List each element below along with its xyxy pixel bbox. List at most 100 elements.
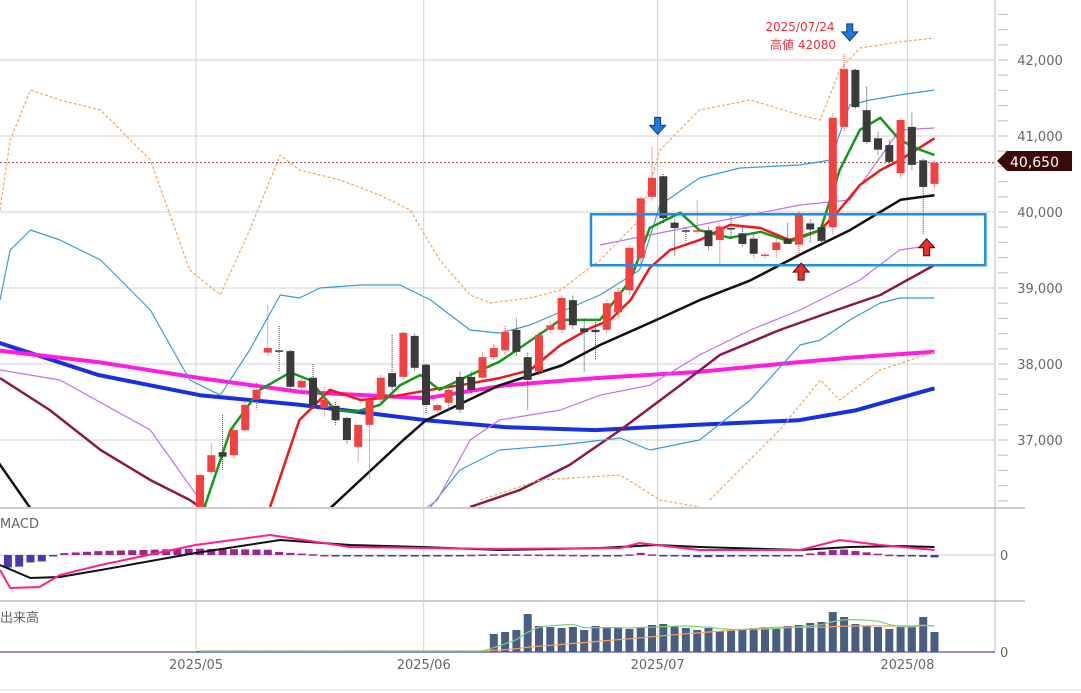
macd-histogram-bar: [930, 555, 939, 558]
macd-histogram-bar: [862, 552, 871, 555]
candle-up: [501, 332, 510, 351]
ma-green-line: [203, 116, 935, 507]
candle-up: [636, 198, 645, 259]
bollinger-upper-3-line: [0, 37, 935, 304]
macd-histogram-bar: [252, 549, 261, 555]
macd-histogram-bar: [37, 555, 46, 562]
volume-bar: [919, 617, 928, 652]
macd-histogram-bar: [580, 554, 589, 557]
macd-histogram-bar: [919, 555, 928, 557]
candle-down: [851, 69, 860, 108]
candle-down: [659, 176, 668, 219]
buy-arrow-icon: [917, 238, 936, 257]
macd-label: MACD: [0, 517, 39, 532]
macd-histogram-bar: [116, 550, 125, 555]
volume-bar: [840, 617, 849, 652]
candle-up: [828, 117, 837, 228]
candle-up: [229, 430, 238, 456]
candle-up: [648, 177, 656, 197]
month-label: 2025/07: [631, 658, 685, 673]
volume-bar: [783, 626, 792, 652]
macd-histogram-bar: [670, 555, 679, 557]
macd-histogram-bar: [489, 554, 498, 556]
price-tick-label: 41,000: [1017, 130, 1063, 145]
volume-bar: [580, 630, 589, 652]
candle-down: [727, 227, 736, 230]
macd-histogram-bar: [173, 549, 182, 555]
volume-bar: [591, 626, 600, 652]
volume-bar: [568, 627, 577, 652]
macd-histogram-bar: [704, 555, 713, 558]
macd-histogram-bar: [828, 549, 837, 555]
candle-down: [286, 351, 295, 387]
volume-bar: [681, 628, 690, 652]
macd-histogram-bar: [467, 554, 476, 557]
volume-bar: [874, 627, 882, 652]
volume-bar: [794, 625, 803, 652]
candle-down: [422, 364, 430, 406]
volume-bar: [851, 624, 860, 652]
volume-bar: [817, 622, 826, 652]
macd-histogram-bar: [625, 554, 634, 556]
macd-histogram-bar: [761, 555, 769, 557]
range-box: [589, 213, 987, 267]
price-tick-label: 37,000: [1017, 434, 1063, 449]
volume-bar: [761, 627, 769, 652]
ma-magenta-line: [0, 348, 935, 401]
volume-bar: [738, 629, 747, 652]
macd-histogram-bar: [546, 554, 555, 557]
macd-histogram-bar: [693, 555, 702, 558]
macd-histogram-bar: [907, 555, 916, 557]
macd-histogram-bar: [794, 555, 803, 557]
high-annotation: 2025/07/24 高値 42080: [765, 20, 836, 52]
candle-up: [444, 389, 453, 403]
candle-up: [557, 297, 566, 330]
candle-up: [433, 405, 442, 411]
macd-histogram-bar: [3, 555, 12, 568]
volume-bar: [727, 630, 736, 652]
candle-up: [761, 254, 769, 257]
volume-bar: [670, 626, 679, 652]
macd-histogram-bar: [275, 551, 284, 555]
macd-zero-label: 0: [1000, 549, 1008, 564]
candle-up: [207, 455, 216, 472]
volume-bar: [489, 634, 498, 652]
price-tick-label: 40,000: [1017, 206, 1063, 221]
candle-down: [817, 227, 826, 241]
volume-bar: [523, 614, 532, 652]
macd-histogram-bar: [15, 555, 24, 567]
candle-down: [275, 350, 284, 352]
candle-down: [749, 238, 758, 254]
buy-arrow-icon: [792, 262, 811, 281]
macd-histogram-bar: [105, 550, 114, 555]
candle-down: [885, 145, 894, 162]
volume-bar: [535, 626, 543, 652]
macd-histogram-bar: [399, 555, 408, 557]
candles: [196, 53, 939, 507]
candle-up: [478, 357, 487, 378]
volume-bar: [930, 632, 939, 652]
macd-histogram-bar: [591, 555, 600, 557]
volume-bar: [693, 630, 702, 652]
volume-bar: [512, 630, 521, 652]
volume-bar: [896, 627, 905, 652]
macd-histogram-bar: [602, 555, 611, 557]
ma-black-line: [0, 462, 32, 507]
candle-down: [919, 160, 928, 187]
candle-down: [862, 110, 871, 143]
volume-bar: [659, 624, 668, 652]
macd-histogram-bar: [535, 554, 543, 557]
macd-histogram-bar: [885, 554, 894, 557]
macd-histogram-bar: [297, 553, 306, 556]
candle-down: [591, 329, 600, 333]
macd-histogram-bar: [681, 555, 690, 557]
macd-histogram-bar: [444, 555, 453, 557]
macd-histogram-bar: [614, 555, 623, 557]
macd-histogram-bar: [26, 555, 35, 563]
macd-histogram-bar: [512, 554, 521, 556]
macd-histogram-bar: [83, 551, 91, 555]
bollinger-upper-1-line: [599, 127, 935, 246]
macd-histogram-bar: [241, 549, 250, 555]
macd-histogram-bar: [648, 554, 656, 556]
price-tick-label: 39,000: [1017, 282, 1063, 297]
